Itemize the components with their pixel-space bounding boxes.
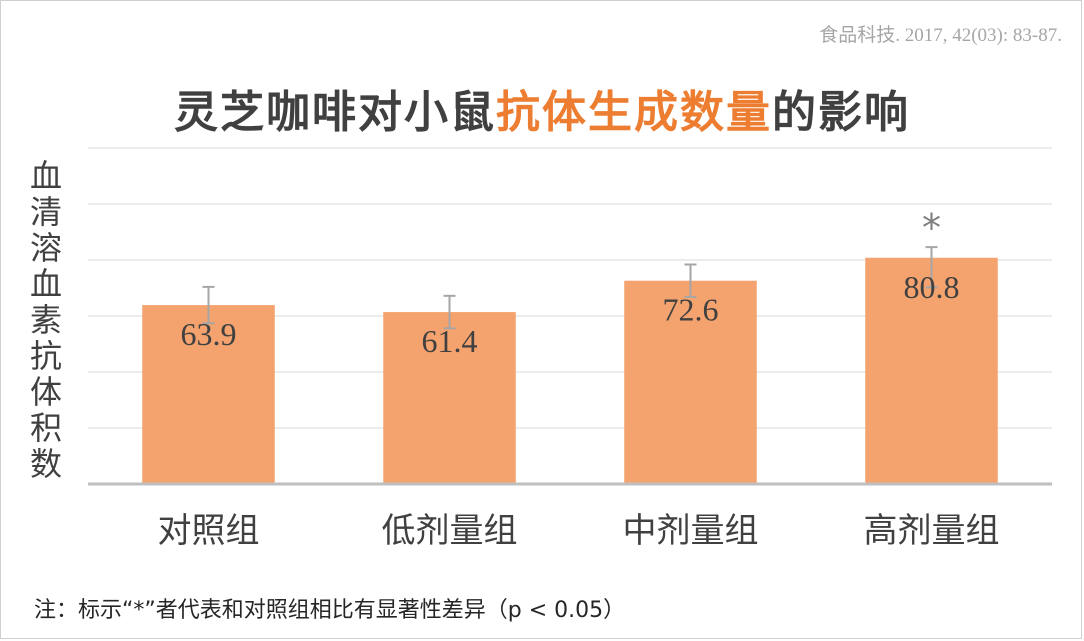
significance-marker: * bbox=[922, 206, 941, 250]
x-tick-label-1: 对照组 bbox=[158, 511, 260, 551]
bar-2 bbox=[383, 312, 516, 484]
bar-1 bbox=[142, 305, 275, 484]
y-axis-label: 血清溶血素抗体积数 bbox=[29, 157, 62, 483]
footnote: 注：标示“*”者代表和对照组相比有显著性差异（p < 0.05） bbox=[34, 598, 626, 623]
x-tick-label-4: 高剂量组 bbox=[864, 511, 1000, 551]
x-tick-label-3: 中剂量组 bbox=[623, 511, 759, 551]
chart-title: 灵芝咖啡对小鼠抗体生成数量的影响 bbox=[0, 76, 1084, 140]
title-part-3: 的影响 bbox=[772, 87, 910, 138]
data-label-2: 61.4 bbox=[422, 323, 478, 359]
bar-4 bbox=[865, 257, 998, 484]
data-label-3: 72.6 bbox=[663, 292, 719, 328]
title-part-2-highlight: 抗体生成数量 bbox=[496, 87, 772, 138]
title-part-1: 灵芝咖啡对小鼠 bbox=[174, 87, 496, 138]
bar-3 bbox=[624, 280, 757, 484]
x-tick-label-2: 低剂量组 bbox=[382, 511, 518, 551]
source-citation: 食品科技. 2017, 42(03): 83-87. bbox=[819, 25, 1062, 46]
data-label-4: 80.8 bbox=[904, 269, 960, 305]
data-label-1: 63.9 bbox=[181, 316, 237, 352]
